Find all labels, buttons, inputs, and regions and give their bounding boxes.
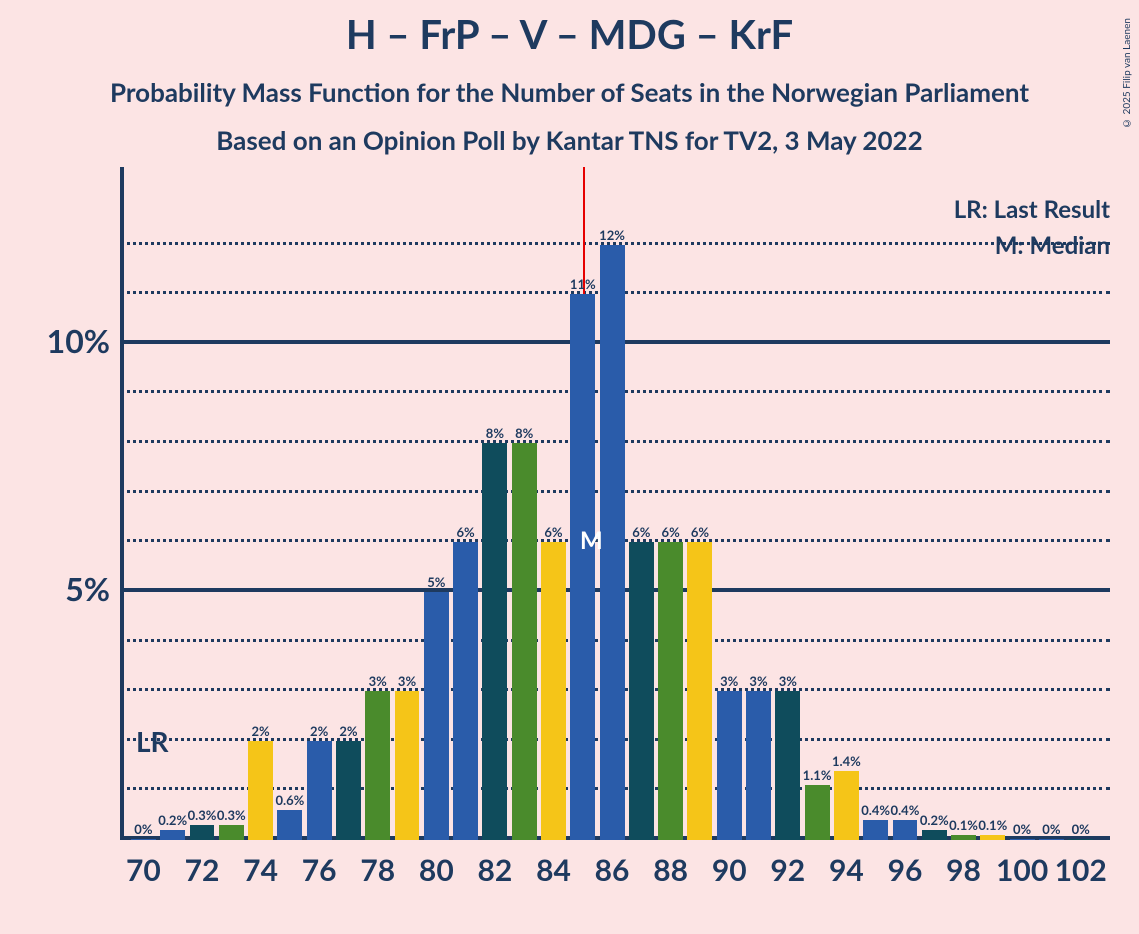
bar-value-label: 2% [339, 723, 357, 741]
y-axis-tick-label: 5% [65, 569, 120, 608]
x-axis-tick-label: 72 [185, 840, 220, 888]
chart-title: H – FrP – V – MDG – KrF [0, 10, 1139, 58]
bar: 6% [629, 542, 654, 840]
bar-value-label: 0% [1072, 821, 1090, 839]
bar-value-label: 6% [691, 524, 709, 542]
bar-value-label: 3% [398, 673, 416, 691]
chart-subtitle-2: Based on an Opinion Poll by Kantar TNS f… [0, 124, 1139, 156]
bar-value-label: 2% [310, 723, 328, 741]
bar: 3% [746, 691, 771, 840]
bar-value-label: 3% [749, 673, 767, 691]
bar-value-label: 1.4% [832, 753, 861, 771]
bar: 0.4% [863, 820, 888, 840]
bar-value-label: 0.2% [158, 812, 187, 830]
bar-value-label: 8% [486, 425, 504, 443]
y-axis-tick-label: 10% [47, 321, 120, 360]
bar-value-label: 2% [251, 723, 269, 741]
bar-value-label: 1.1% [803, 767, 832, 785]
bar: 0.2% [922, 830, 947, 840]
bar-value-label: 8% [515, 425, 533, 443]
x-axis-tick-label: 92 [770, 840, 805, 888]
x-axis-tick-label: 78 [360, 840, 395, 888]
bar-value-label: 0.1% [978, 817, 1007, 835]
bar-value-label: 6% [662, 524, 680, 542]
bar-value-label: 0.1% [949, 817, 978, 835]
x-axis-tick-label: 70 [126, 840, 161, 888]
bar-value-label: 0.6% [275, 792, 304, 810]
bar: 0.3% [219, 825, 244, 840]
lr-marker-label: LR [136, 724, 169, 758]
x-axis-tick-label: 86 [595, 840, 630, 888]
copyright-text: © 2025 Filip van Laenen [1121, 18, 1133, 129]
bar: 2% [248, 741, 273, 840]
bar: 0.2% [160, 830, 185, 840]
bar-value-label: 0% [1013, 821, 1031, 839]
m-marker-label: M [580, 526, 603, 555]
bar: 6% [658, 542, 683, 840]
bar: 1.1% [805, 785, 830, 840]
bar-value-label: 0% [134, 821, 152, 839]
legend-lr: LR: Last Result [954, 195, 1110, 224]
bar-value-label: 5% [427, 574, 445, 592]
bar: 6% [453, 542, 478, 840]
bar: 2% [336, 741, 361, 840]
bar: 12% [600, 245, 625, 840]
bar: 3% [365, 691, 390, 840]
bar: 8% [482, 443, 507, 840]
bar: 1.4% [834, 771, 859, 840]
x-axis-tick-label: 74 [243, 840, 278, 888]
bar: 3% [775, 691, 800, 840]
x-axis-tick-label: 102 [1055, 840, 1107, 888]
x-axis-tick-label: 82 [478, 840, 513, 888]
bar-value-label: 0.2% [920, 812, 949, 830]
x-axis-tick-label: 84 [536, 840, 571, 888]
chart-subtitle-1: Probability Mass Function for the Number… [0, 76, 1139, 108]
bar: 0% [1039, 839, 1064, 840]
x-axis-tick-label: 80 [419, 840, 454, 888]
bar: 0.3% [190, 825, 215, 840]
chart-plot-area: LR: Last Result M: Median LR M 5%10%7072… [120, 195, 1110, 840]
bar: 6% [541, 542, 566, 840]
x-axis-tick-label: 98 [946, 840, 981, 888]
bar: 0% [131, 839, 156, 840]
x-axis-tick-label: 96 [888, 840, 923, 888]
bar-value-label: 6% [457, 524, 475, 542]
bar: 0.1% [980, 835, 1005, 840]
bar: 3% [395, 691, 420, 840]
x-axis-tick-label: 90 [712, 840, 747, 888]
bar: 2% [307, 741, 332, 840]
bar-value-label: 3% [369, 673, 387, 691]
bar-value-label: 0% [1042, 821, 1060, 839]
bar: 5% [424, 592, 449, 840]
x-axis-tick-label: 100 [996, 840, 1048, 888]
legend-m: M: Median [995, 231, 1110, 260]
bar-value-label: 0.3% [188, 807, 217, 825]
x-axis-tick-label: 94 [829, 840, 864, 888]
bar-value-label: 0.3% [217, 807, 246, 825]
bar: 0.4% [893, 820, 918, 840]
bar-value-label: 0.4% [891, 802, 920, 820]
x-axis-tick-label: 76 [302, 840, 337, 888]
bar: 6% [687, 542, 712, 840]
bar: 0% [1010, 839, 1035, 840]
bar: 8% [512, 443, 537, 840]
bar-value-label: 11% [570, 276, 596, 294]
bar: 0.6% [277, 810, 302, 840]
x-axis-tick-label: 88 [653, 840, 688, 888]
bar-value-label: 6% [632, 524, 650, 542]
bar: 3% [717, 691, 742, 840]
bar: 0.1% [951, 835, 976, 840]
bar-value-label: 6% [544, 524, 562, 542]
bar-value-label: 3% [720, 673, 738, 691]
bar-value-label: 3% [779, 673, 797, 691]
bar-value-label: 12% [599, 227, 625, 245]
bar: 0% [1068, 839, 1093, 840]
bar-value-label: 0.4% [861, 802, 890, 820]
bar: 11% [570, 294, 595, 840]
